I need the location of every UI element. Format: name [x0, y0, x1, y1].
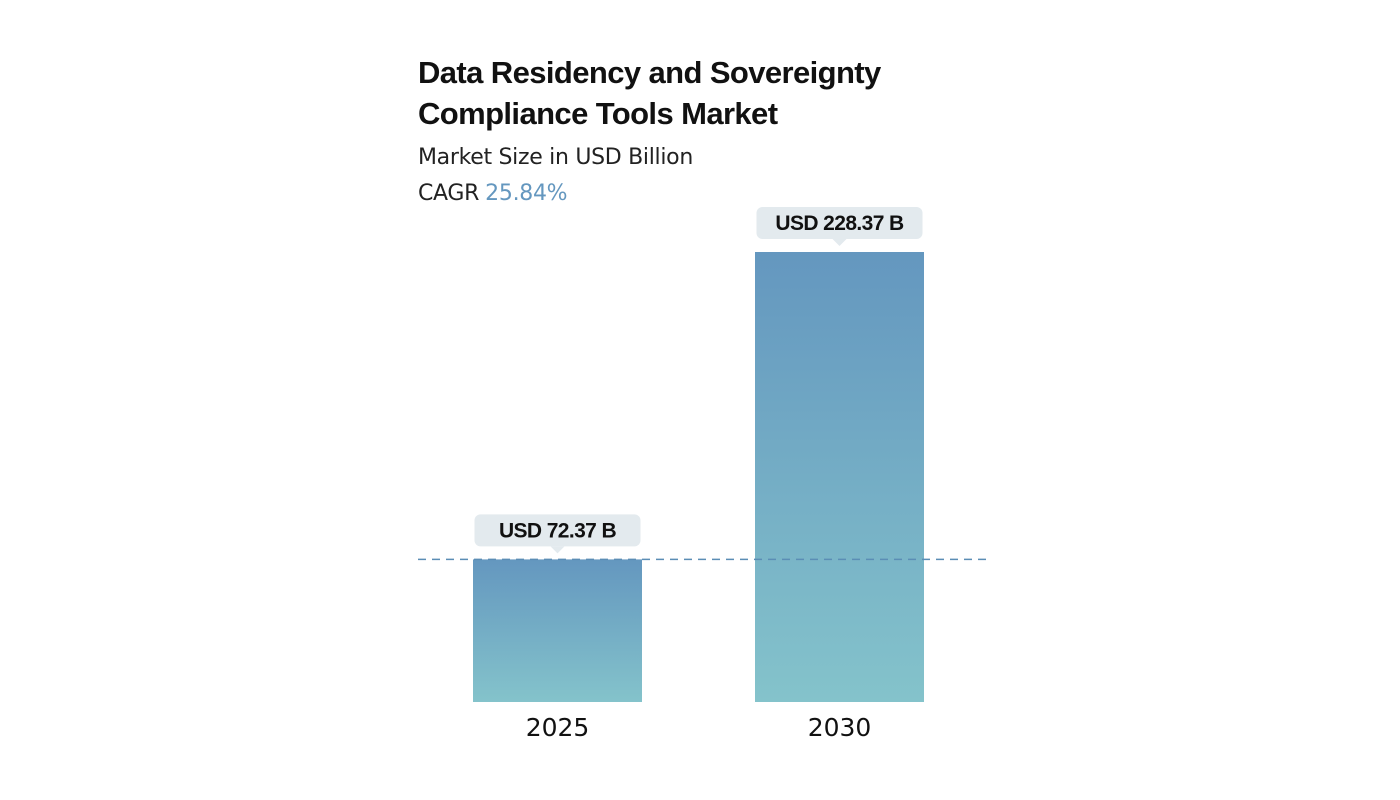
value-label-box: [756, 207, 923, 239]
cagr-label: CAGR: [418, 181, 480, 206]
value-label-pointer: [550, 546, 565, 554]
x-tick-label-2025: 2025: [526, 713, 590, 742]
value-label-box: [474, 514, 641, 547]
bar-2030: [755, 252, 924, 702]
title-block: Data Residency and Sovereignty Complianc…: [418, 52, 1018, 209]
x-tick-label-2030: 2030: [808, 713, 872, 742]
value-label-text: USD 72.37 B: [499, 519, 617, 542]
chart-subtitle: Market Size in USD Billion: [418, 145, 693, 170]
value-label-pointer: [832, 239, 847, 246]
value-label-2025: USD 72.37 B: [474, 514, 641, 554]
cagr-row: CAGR 25.84%: [418, 179, 1018, 209]
value-label-2030: USD 228.37 B: [756, 207, 923, 246]
chart-title: Data Residency and Sovereignty Complianc…: [418, 55, 881, 131]
chart-marks: USD 72.37 B USD 228.37 B 2025 2030: [418, 207, 986, 742]
bar-2025: [473, 559, 642, 702]
cagr-value: 25.84%: [485, 181, 568, 206]
value-label-text: USD 228.37 B: [775, 212, 904, 235]
